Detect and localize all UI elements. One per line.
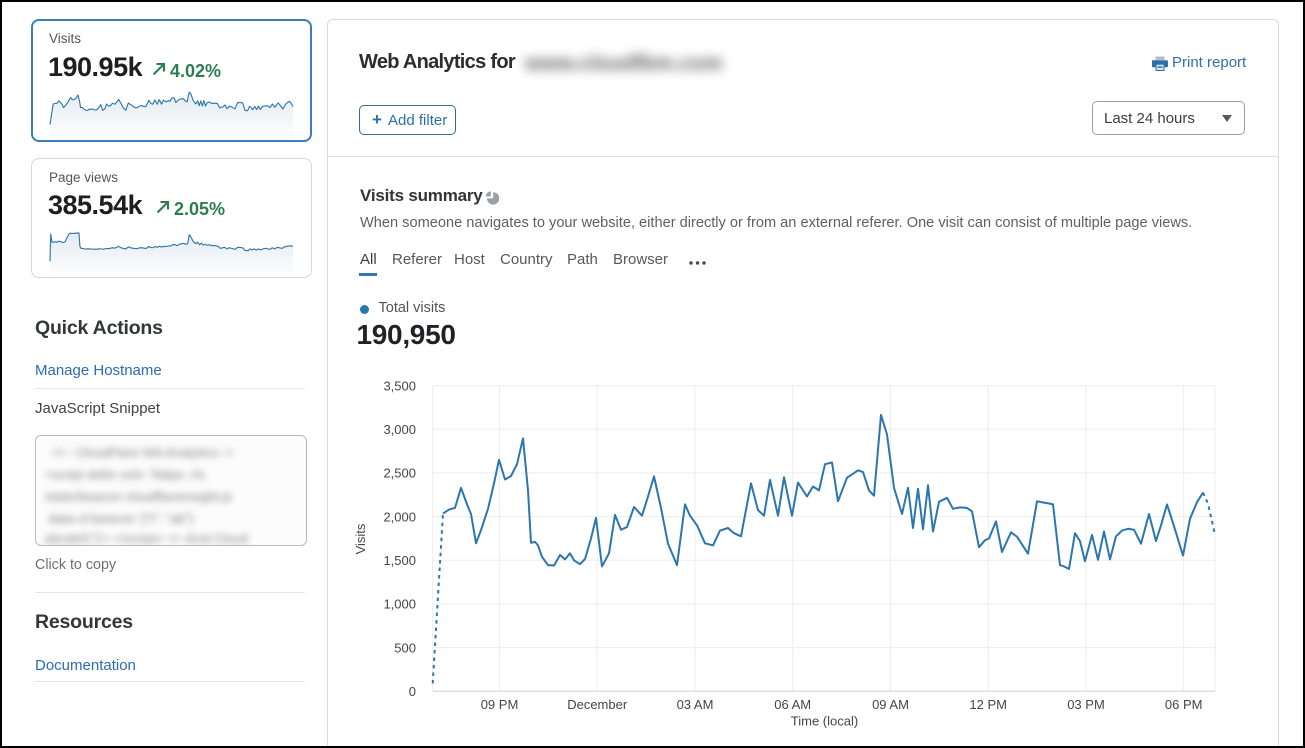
svg-text:3,500: 3,500 (383, 378, 416, 393)
svg-text:500: 500 (394, 640, 416, 655)
svg-text:December: December (567, 697, 628, 712)
svg-text:06 AM: 06 AM (774, 697, 811, 712)
svg-text:3,000: 3,000 (383, 422, 416, 437)
svg-text:03 PM: 03 PM (1067, 697, 1105, 712)
svg-text:0: 0 (409, 684, 416, 699)
svg-text:09 AM: 09 AM (872, 697, 909, 712)
svg-text:09 PM: 09 PM (481, 697, 519, 712)
svg-text:Time (local): Time (local) (791, 714, 858, 729)
svg-text:12 PM: 12 PM (969, 697, 1007, 712)
svg-text:1,500: 1,500 (383, 553, 416, 568)
svg-text:2,000: 2,000 (383, 509, 416, 524)
svg-text:03 AM: 03 AM (677, 697, 714, 712)
svg-text:06 PM: 06 PM (1165, 697, 1203, 712)
svg-text:Visits: Visits (353, 523, 368, 554)
svg-text:1,000: 1,000 (383, 597, 416, 612)
svg-text:2,500: 2,500 (383, 466, 416, 481)
